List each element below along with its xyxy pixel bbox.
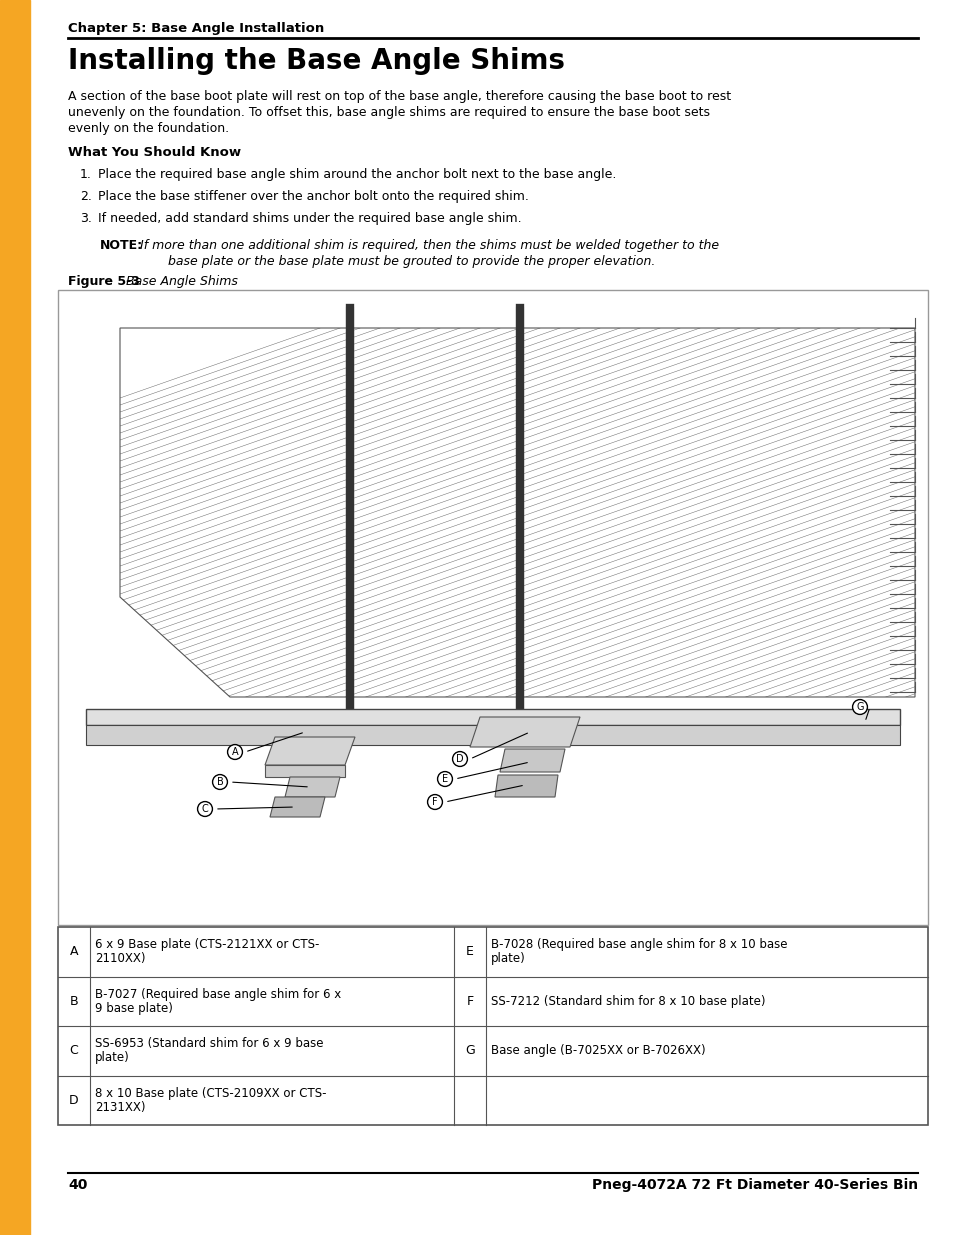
Text: Base angle (B-7025XX or B-7026XX): Base angle (B-7025XX or B-7026XX) [491,1045,704,1057]
Text: base plate or the base plate must be grouted to provide the proper elevation.: base plate or the base plate must be gro… [168,254,655,268]
Text: 1.: 1. [80,168,91,182]
Text: 40: 40 [68,1178,88,1192]
Polygon shape [495,776,558,797]
Text: If more than one additional shim is required, then the shims must be welded toge: If more than one additional shim is requ… [140,240,719,252]
Text: E: E [441,774,448,784]
Text: If needed, add standard shims under the required base angle shim.: If needed, add standard shims under the … [98,212,521,225]
Text: Place the base stiffener over the anchor bolt onto the required shim.: Place the base stiffener over the anchor… [98,190,528,203]
Text: plate): plate) [491,952,525,966]
Text: D: D [70,1094,79,1107]
Polygon shape [120,329,914,697]
Text: B: B [70,994,78,1008]
Text: SS-6953 (Standard shim for 6 x 9 base: SS-6953 (Standard shim for 6 x 9 base [95,1037,323,1050]
Text: 9 base plate): 9 base plate) [95,1002,172,1015]
Text: evenly on the foundation.: evenly on the foundation. [68,122,229,135]
Text: Place the required base angle shim around the anchor bolt next to the base angle: Place the required base angle shim aroun… [98,168,616,182]
Text: B-7028 (Required base angle shim for 8 x 10 base: B-7028 (Required base angle shim for 8 x… [491,939,786,951]
Text: D: D [456,755,463,764]
Text: 3.: 3. [80,212,91,225]
Text: Base Angle Shims: Base Angle Shims [126,275,237,288]
Polygon shape [499,748,564,772]
Text: A: A [232,747,238,757]
Text: Pneg-4072A 72 Ft Diameter 40-Series Bin: Pneg-4072A 72 Ft Diameter 40-Series Bin [591,1178,917,1192]
Text: A section of the base boot plate will rest on top of the base angle, therefore c: A section of the base boot plate will re… [68,90,730,103]
Text: 2131XX): 2131XX) [95,1100,146,1114]
Bar [0,0,30,1235]
Text: plate): plate) [95,1051,130,1065]
Text: 2.: 2. [80,190,91,203]
Bar [58,290,927,925]
Text: SS-7212 (Standard shim for 8 x 10 base plate): SS-7212 (Standard shim for 8 x 10 base p… [491,994,764,1008]
Text: NOTE:: NOTE: [100,240,143,252]
Text: What You Should Know: What You Should Know [68,146,241,159]
Text: Installing the Base Angle Shims: Installing the Base Angle Shims [68,47,564,75]
Text: Figure 5-3: Figure 5-3 [68,275,140,288]
Text: G: G [856,701,862,713]
Text: 8 x 10 Base plate (CTS-2109XX or CTS-: 8 x 10 Base plate (CTS-2109XX or CTS- [95,1087,326,1099]
Text: B-7027 (Required base angle shim for 6 x: B-7027 (Required base angle shim for 6 x [95,988,341,1000]
Text: C: C [201,804,208,814]
Polygon shape [285,777,339,797]
Text: F: F [466,994,473,1008]
Bar [58,927,927,1125]
Text: Chapter 5: Base Angle Installation: Chapter 5: Base Angle Installation [68,22,324,35]
Text: F: F [432,797,437,806]
Text: E: E [465,945,474,958]
Polygon shape [470,718,579,747]
Polygon shape [265,737,355,764]
Text: C: C [70,1045,78,1057]
Text: B: B [216,777,223,787]
Bar [86,709,899,725]
Text: 6 x 9 Base plate (CTS-2121XX or CTS-: 6 x 9 Base plate (CTS-2121XX or CTS- [95,939,319,951]
Text: A: A [70,945,78,958]
Polygon shape [270,797,325,818]
Text: G: G [464,1045,475,1057]
Text: 2110XX): 2110XX) [95,952,146,966]
Text: unevenly on the foundation. To offset this, base angle shims are required to ens: unevenly on the foundation. To offset th… [68,106,709,119]
Bar [86,725,899,745]
Bar [265,764,345,777]
